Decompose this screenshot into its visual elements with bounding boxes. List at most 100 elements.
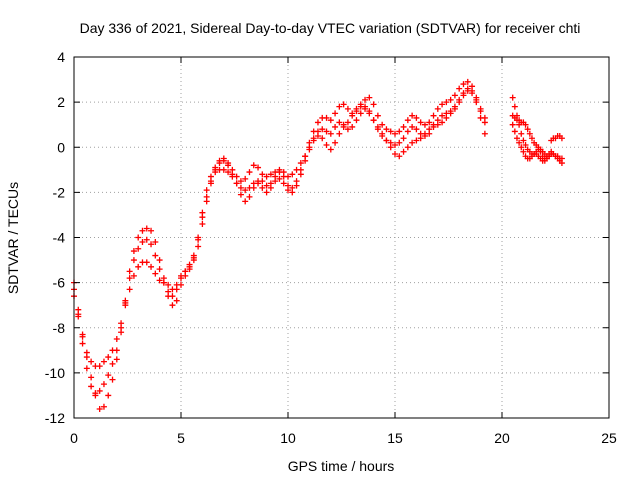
data-point bbox=[289, 171, 296, 178]
data-point bbox=[289, 184, 296, 191]
data-point bbox=[344, 119, 351, 126]
x-tick-label: 10 bbox=[280, 430, 296, 446]
data-point bbox=[135, 263, 142, 270]
data-point bbox=[263, 182, 270, 189]
data-point bbox=[302, 153, 309, 160]
data-point bbox=[332, 139, 339, 146]
y-tick-label: -8 bbox=[53, 320, 66, 336]
data-point bbox=[526, 130, 533, 137]
data-point bbox=[434, 105, 441, 112]
data-point bbox=[246, 193, 253, 200]
data-point bbox=[518, 144, 525, 151]
data-point bbox=[156, 257, 163, 264]
x-tick-label: 15 bbox=[387, 430, 403, 446]
data-point bbox=[439, 119, 446, 126]
data-point bbox=[306, 139, 313, 146]
data-point bbox=[156, 266, 163, 273]
data-point bbox=[528, 135, 535, 142]
data-point bbox=[242, 175, 249, 182]
data-point bbox=[203, 187, 210, 194]
data-point bbox=[113, 336, 120, 343]
data-point bbox=[349, 110, 356, 117]
data-point bbox=[481, 130, 488, 137]
data-point bbox=[276, 175, 283, 182]
data-point bbox=[451, 105, 458, 112]
y-tick-label: 0 bbox=[57, 139, 65, 155]
data-point bbox=[516, 139, 523, 146]
data-point bbox=[535, 144, 542, 151]
data-point bbox=[511, 103, 518, 110]
data-point bbox=[353, 117, 360, 124]
data-point bbox=[518, 130, 525, 137]
data-point bbox=[169, 302, 176, 309]
data-point bbox=[100, 358, 107, 365]
data-point bbox=[96, 387, 103, 394]
data-point bbox=[242, 187, 249, 194]
data-point bbox=[216, 160, 223, 167]
y-tick-label: -2 bbox=[53, 184, 66, 200]
data-point bbox=[152, 239, 159, 246]
data-point bbox=[409, 123, 416, 130]
grid-lines bbox=[74, 57, 609, 418]
data-point bbox=[83, 365, 90, 372]
data-point bbox=[190, 254, 197, 261]
y-tick-label: -12 bbox=[45, 410, 65, 426]
data-point bbox=[152, 270, 159, 277]
data-point bbox=[473, 94, 480, 101]
data-point bbox=[323, 141, 330, 148]
data-point bbox=[357, 110, 364, 117]
data-point bbox=[400, 148, 407, 155]
data-point bbox=[546, 153, 553, 160]
data-point bbox=[353, 108, 360, 115]
data-point bbox=[434, 121, 441, 128]
data-point bbox=[259, 184, 266, 191]
y-tick-label: 2 bbox=[57, 94, 65, 110]
data-point bbox=[396, 139, 403, 146]
data-point bbox=[456, 99, 463, 106]
data-point bbox=[439, 101, 446, 108]
data-point bbox=[220, 166, 227, 173]
data-point bbox=[135, 245, 142, 252]
data-point bbox=[426, 119, 433, 126]
data-point bbox=[83, 349, 90, 356]
data-point bbox=[336, 103, 343, 110]
data-point bbox=[469, 90, 476, 97]
data-point bbox=[439, 112, 446, 119]
y-tick-label: -10 bbox=[45, 365, 65, 381]
data-point bbox=[280, 180, 287, 187]
data-point bbox=[522, 121, 529, 128]
data-point bbox=[105, 392, 112, 399]
data-point bbox=[229, 171, 236, 178]
data-point bbox=[276, 169, 283, 176]
data-point bbox=[173, 297, 180, 304]
data-point bbox=[233, 180, 240, 187]
data-point bbox=[392, 130, 398, 137]
data-point bbox=[558, 155, 565, 162]
data-point bbox=[537, 148, 544, 155]
data-point bbox=[310, 128, 317, 135]
data-point bbox=[477, 105, 484, 112]
y-tick-label: -6 bbox=[53, 275, 66, 291]
data-point bbox=[392, 141, 398, 148]
x-tick-label: 25 bbox=[601, 430, 617, 446]
data-point bbox=[165, 293, 172, 300]
data-point bbox=[96, 363, 103, 370]
data-point bbox=[199, 209, 206, 216]
data-point bbox=[400, 135, 407, 142]
data-point bbox=[362, 96, 369, 103]
data-point bbox=[374, 112, 381, 119]
data-point bbox=[392, 151, 398, 158]
data-point bbox=[464, 78, 471, 85]
data-point bbox=[370, 101, 377, 108]
data-point bbox=[88, 374, 95, 381]
data-point bbox=[336, 130, 343, 137]
data-point bbox=[272, 173, 279, 180]
axis-ticks: 0 5 10 15 20 25 -12 -10 -8 -6 -4 -2 0 2 4 bbox=[45, 49, 617, 446]
data-point bbox=[413, 126, 420, 133]
data-point bbox=[520, 148, 527, 155]
data-point bbox=[100, 381, 107, 388]
data-point bbox=[404, 144, 411, 151]
data-point bbox=[387, 128, 394, 135]
data-point bbox=[169, 286, 176, 293]
data-point bbox=[220, 157, 227, 164]
